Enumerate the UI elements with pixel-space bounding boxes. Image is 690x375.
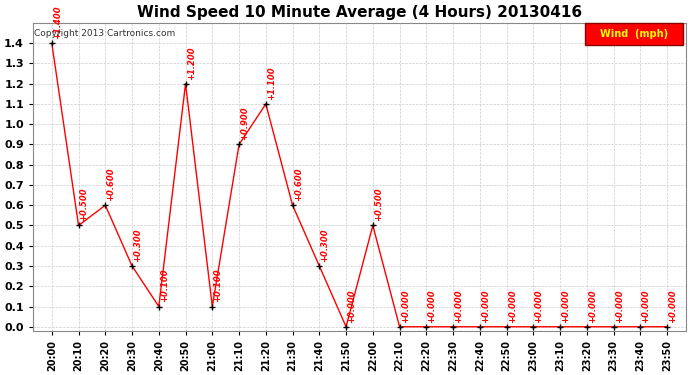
Text: +0.100: +0.100 [213,269,222,302]
Text: +1.200: +1.200 [186,46,195,80]
FancyBboxPatch shape [584,23,682,45]
Text: +0.000: +0.000 [668,289,677,322]
Text: +0.000: +0.000 [481,289,490,322]
Text: +0.600: +0.600 [106,168,115,201]
Text: +0.300: +0.300 [133,228,142,262]
Text: +0.000: +0.000 [508,289,517,322]
Text: +0.600: +0.600 [294,168,303,201]
Text: +0.000: +0.000 [534,289,544,322]
Title: Wind Speed 10 Minute Average (4 Hours) 20130416: Wind Speed 10 Minute Average (4 Hours) 2… [137,5,582,20]
Text: Copyright 2013 Cartronics.com: Copyright 2013 Cartronics.com [34,29,176,38]
Text: +0.000: +0.000 [347,289,356,322]
Text: +0.000: +0.000 [401,289,410,322]
Text: +0.000: +0.000 [588,289,597,322]
Text: +0.500: +0.500 [374,188,383,221]
Text: +0.100: +0.100 [160,269,169,302]
Text: +1.100: +1.100 [267,66,276,100]
Text: +1.400: +1.400 [53,5,62,39]
Text: +0.000: +0.000 [561,289,570,322]
Text: +0.000: +0.000 [454,289,463,322]
Text: +0.300: +0.300 [320,228,329,262]
Text: +0.000: +0.000 [615,289,624,322]
Text: +0.900: +0.900 [240,106,249,140]
Text: +0.500: +0.500 [79,188,88,221]
Text: Wind  (mph): Wind (mph) [600,29,668,39]
Text: +0.000: +0.000 [427,289,436,322]
Text: +0.000: +0.000 [642,289,651,322]
